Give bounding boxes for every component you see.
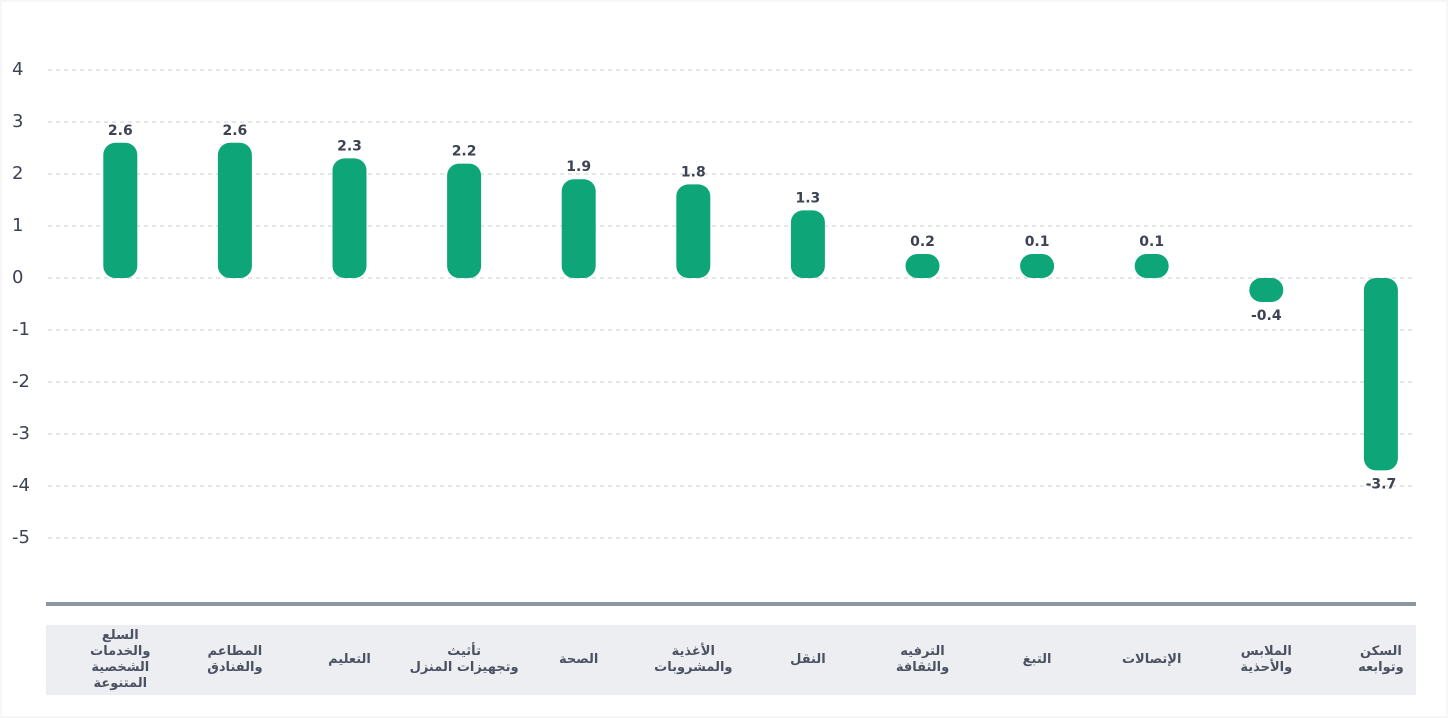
value-label: 0.2: [910, 234, 935, 250]
x-tick-label: تأثيث وتجهيزات المنزل: [409, 644, 519, 675]
value-label: 1.9: [566, 159, 591, 175]
value-label: 2.2: [452, 144, 477, 160]
bar: [447, 163, 482, 278]
value-label: -0.4: [1251, 308, 1282, 324]
x-tick-label: الترفيه والثقافة: [895, 644, 950, 675]
bar: [332, 158, 367, 278]
y-tick-label: -5: [12, 527, 30, 548]
bar: [1020, 254, 1055, 278]
bar: [905, 254, 940, 278]
x-tick-label: السكن وتوابعه: [1358, 644, 1404, 675]
x-tick-label: الصحة: [558, 652, 599, 667]
x-tick-label: المطاعم والفنادق: [207, 644, 263, 675]
bar: [790, 210, 825, 278]
bar: [561, 179, 596, 278]
value-label: 1.8: [681, 164, 706, 180]
bar: [217, 142, 252, 278]
bar: [103, 142, 138, 278]
y-tick-label: 2: [12, 163, 23, 184]
x-tick-label: التبغ: [1022, 652, 1052, 667]
y-tick-label: -1: [12, 319, 30, 340]
y-tick-label: 1: [12, 215, 23, 236]
y-tick-label: 0: [12, 267, 23, 288]
y-tick-label: -3: [12, 423, 30, 444]
x-tick-label: النقل: [790, 652, 826, 667]
value-label: 0.1: [1139, 234, 1164, 250]
y-tick-label: 3: [12, 111, 23, 132]
bar: [1363, 278, 1398, 471]
category-band: [46, 625, 1416, 695]
y-tick-label: 4: [12, 59, 23, 80]
y-tick-label: -2: [12, 371, 30, 392]
value-label: 2.6: [222, 123, 247, 139]
value-label: 2.6: [108, 123, 133, 139]
x-tick-label: الأغذية والمشروبات: [654, 644, 733, 675]
value-label: 2.3: [337, 138, 362, 154]
x-tick-label: الإتصالات: [1121, 652, 1182, 667]
x-tick-label: الملابس والأحذية: [1240, 644, 1293, 675]
bar: [1249, 278, 1284, 302]
x-tick-label: التعليم: [328, 652, 371, 667]
value-label: -3.7: [1366, 476, 1397, 492]
bar: [1134, 254, 1169, 278]
bar: [676, 184, 711, 278]
value-label: 1.3: [795, 190, 820, 206]
value-label: 0.1: [1025, 234, 1050, 250]
y-tick-label: -4: [12, 475, 30, 496]
x-tick-label: السلع والخدمات الشخصية المتنوعة: [90, 628, 151, 691]
